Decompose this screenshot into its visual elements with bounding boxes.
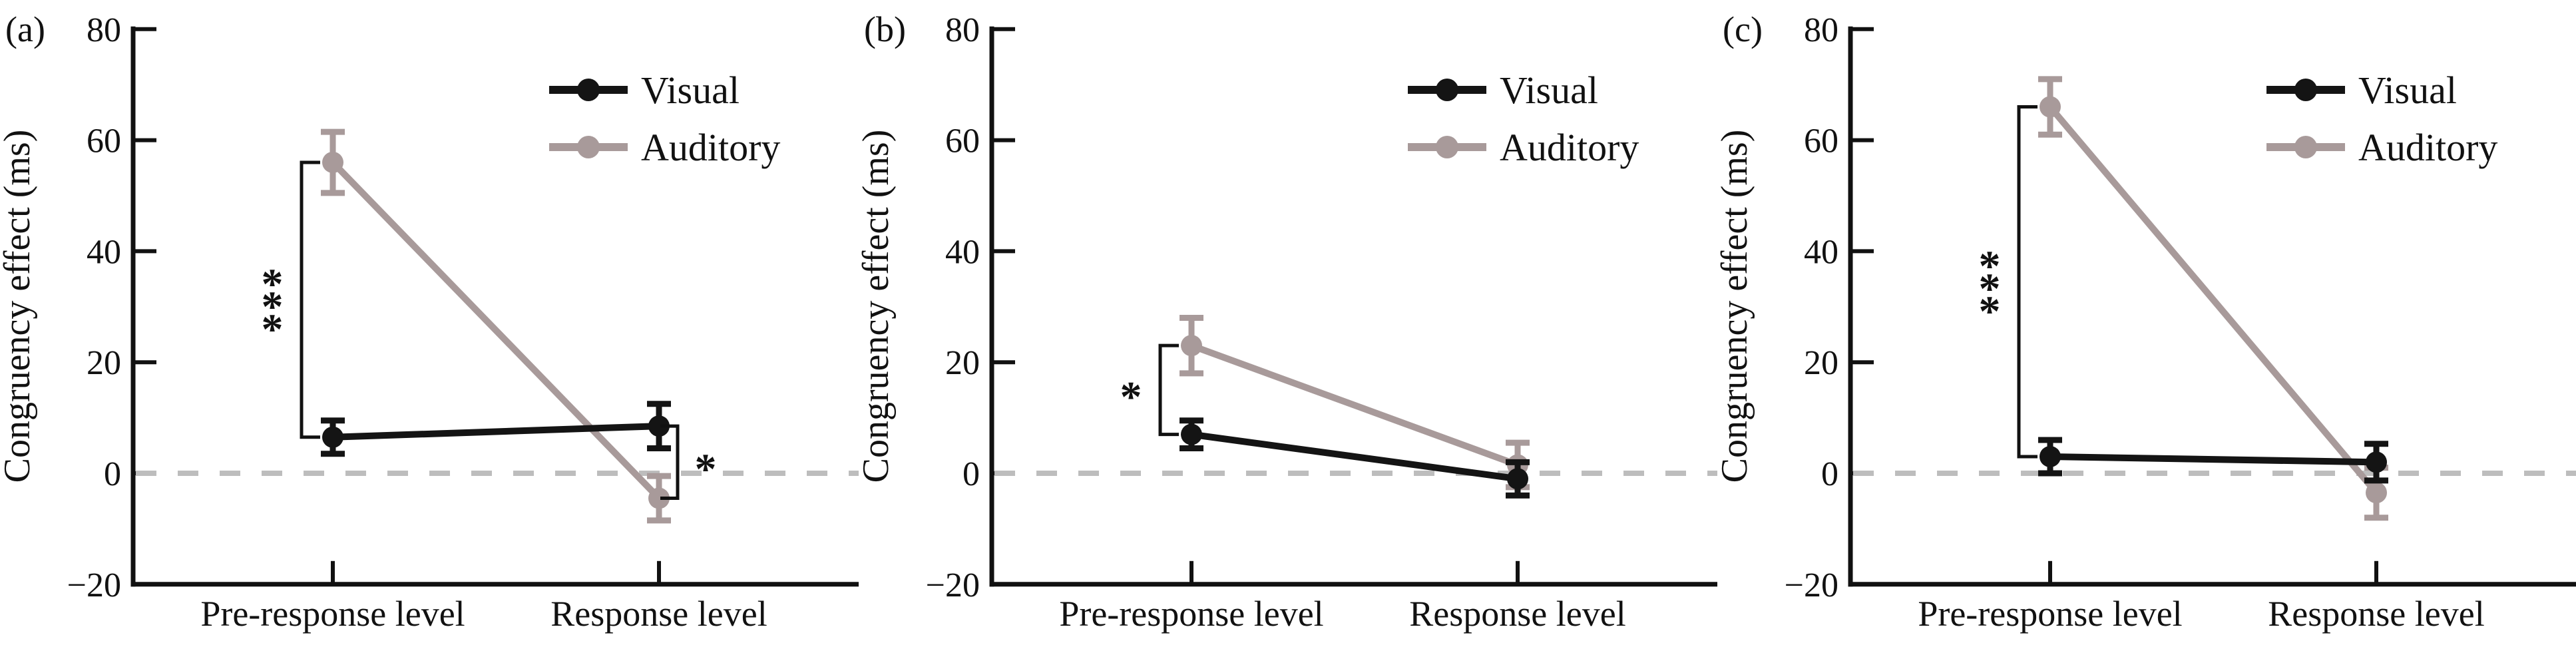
- significance-asterisk: *: [695, 445, 717, 493]
- y-tick-label: 80: [945, 11, 980, 49]
- significance-asterisk: *: [1979, 287, 2001, 335]
- series-line-visual: [1191, 431, 1518, 483]
- legend-marker-auditory: [1436, 136, 1458, 158]
- y-tick-label: −20: [1785, 566, 1838, 604]
- y-tick-label: 0: [104, 455, 121, 493]
- data-point-auditory: [2039, 96, 2061, 118]
- series-line-auditory: [330, 160, 662, 501]
- panel-letter: (c): [1723, 9, 1763, 49]
- y-tick-label: −20: [926, 566, 980, 604]
- x-category-label: Response level: [2268, 594, 2484, 634]
- data-point-auditory: [1181, 335, 1202, 357]
- significance-asterisk: *: [262, 305, 284, 353]
- significance-bracket: [660, 424, 680, 501]
- data-point-visual: [1507, 468, 1528, 490]
- legend-marker-auditory: [577, 136, 600, 158]
- significance-bracket: [1158, 343, 1179, 437]
- y-tick-label: 60: [87, 122, 121, 160]
- data-point-visual: [1181, 423, 1202, 445]
- data-point-visual: [648, 415, 670, 437]
- y-axis-title: Congruency effect (ms): [1717, 130, 1755, 483]
- y-axis-title: Congruency effect (ms): [859, 130, 897, 483]
- significance-asterisk: *: [1120, 373, 1142, 421]
- y-tick-label: 60: [1804, 122, 1838, 160]
- panel-letter: (a): [5, 9, 45, 49]
- data-point-visual: [322, 426, 343, 448]
- significance-asterisk: *: [1979, 264, 2001, 313]
- y-tick-label: 0: [1821, 455, 1838, 493]
- panel-letter: (b): [864, 9, 906, 49]
- legend-marker-visual: [577, 79, 600, 101]
- x-category-label: Response level: [550, 594, 767, 634]
- data-point-visual: [2039, 445, 2061, 467]
- y-tick-label: −20: [67, 566, 121, 604]
- series-line-auditory: [1190, 342, 1519, 469]
- legend-label-visual: Visual: [641, 69, 740, 112]
- data-point-auditory: [648, 487, 670, 509]
- significance-bracket: [300, 160, 320, 439]
- legend-label-auditory: Auditory: [641, 126, 780, 169]
- series-line-visual: [332, 423, 660, 441]
- legend-label-visual: Visual: [1500, 69, 1598, 112]
- y-tick-label: 60: [945, 122, 980, 160]
- y-tick-label: 20: [945, 344, 980, 382]
- data-point-auditory: [2366, 482, 2387, 504]
- series-line-auditory: [2047, 105, 2379, 495]
- significance-asterisk: *: [262, 260, 284, 308]
- y-tick-label: 0: [963, 455, 980, 493]
- legend-marker-visual: [1436, 79, 1458, 101]
- x-category-label: Pre-response level: [1059, 594, 1323, 634]
- x-category-label: Pre-response level: [1918, 594, 2182, 634]
- legend-label-auditory: Auditory: [1500, 126, 1639, 169]
- chart-canvas: (b) Congruency effect (ms) 80 60 40 20 0 −20 Pre…: [859, 9, 1717, 634]
- y-tick-label: 20: [87, 344, 121, 382]
- data-point-visual: [2366, 451, 2387, 473]
- significance-asterisk: *: [1979, 242, 2001, 290]
- y-tick-label: 40: [945, 233, 980, 271]
- y-tick-label: 20: [1804, 344, 1838, 382]
- chart-canvas: (a) Congruency effect (ms) 80 60 40 20 0 −20 Pre…: [0, 9, 859, 634]
- y-tick-label: 40: [1804, 233, 1838, 271]
- y-tick-label: 80: [1804, 11, 1838, 49]
- significance-bracket: [2017, 105, 2038, 459]
- panel-a: (a) Congruency effect (ms) 80 60 40 20 0 −20 Pre…: [0, 0, 859, 645]
- legend-label-visual: Visual: [2358, 69, 2457, 112]
- y-tick-label: 80: [87, 11, 121, 49]
- data-point-auditory: [322, 151, 343, 173]
- chart-canvas: (c) Congruency effect (ms) 80 60 40 20 0 −20 Pre…: [1717, 9, 2576, 634]
- legend-marker-auditory: [2294, 136, 2317, 158]
- y-tick-label: 40: [87, 233, 121, 271]
- x-category-label: Pre-response level: [200, 594, 465, 634]
- panel-c: (c) Congruency effect (ms) 80 60 40 20 0 −20 Pre…: [1717, 0, 2576, 645]
- legend-marker-visual: [2294, 79, 2317, 101]
- y-axis-title: Congruency effect (ms): [0, 130, 38, 483]
- legend-label-auditory: Auditory: [2358, 126, 2497, 169]
- x-category-label: Response level: [1409, 594, 1625, 634]
- significance-asterisk: *: [262, 282, 284, 331]
- series-line-visual: [2049, 453, 2377, 466]
- panel-b: (b) Congruency effect (ms) 80 60 40 20 0 −20 Pre…: [859, 0, 1717, 645]
